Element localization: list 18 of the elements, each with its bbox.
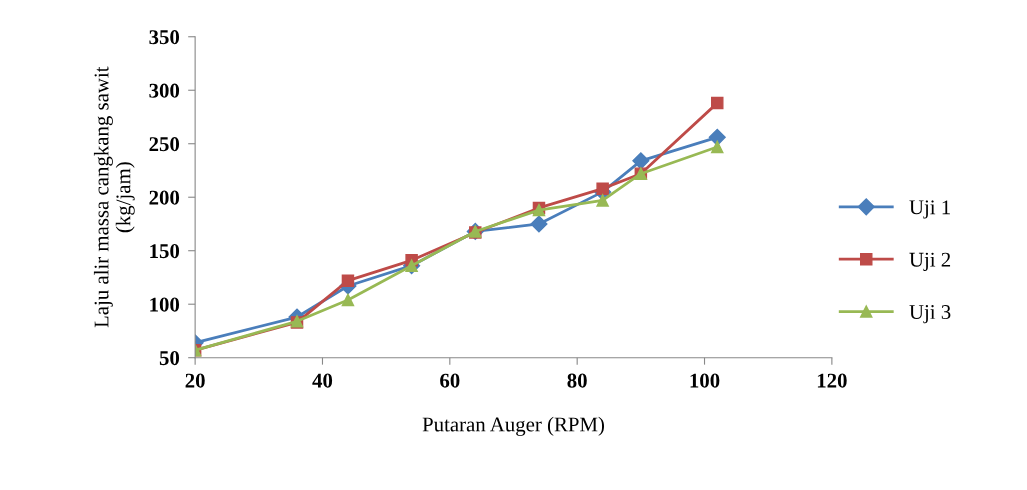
x-tick-label: 40	[312, 373, 333, 388]
y-axis-title: Laju alir massa cangkang sawit (kg/jam)	[93, 66, 135, 328]
y-tick-label: 100	[150, 297, 180, 312]
y-tick-label: 250	[149, 137, 180, 152]
x-tick-label: 60	[440, 373, 460, 388]
x-tick-label: 80	[567, 373, 587, 388]
legend-label: Uji 3	[909, 305, 951, 324]
legend-label: Uji 1	[909, 200, 950, 219]
y-tick-label: 350	[149, 30, 180, 45]
x-tick-label: 20	[185, 373, 205, 388]
y-tick-label: 50	[159, 351, 180, 366]
x-axis-title: Putaran Auger (RPM)	[422, 416, 605, 436]
x-tick-label: 100	[690, 373, 720, 388]
y-tick-label: 150	[150, 244, 180, 259]
y-tick-label: 300	[149, 83, 180, 98]
legend-label: Uji 2	[909, 252, 951, 271]
x-tick-label: 120	[817, 373, 847, 388]
y-tick-label: 200	[149, 190, 180, 205]
